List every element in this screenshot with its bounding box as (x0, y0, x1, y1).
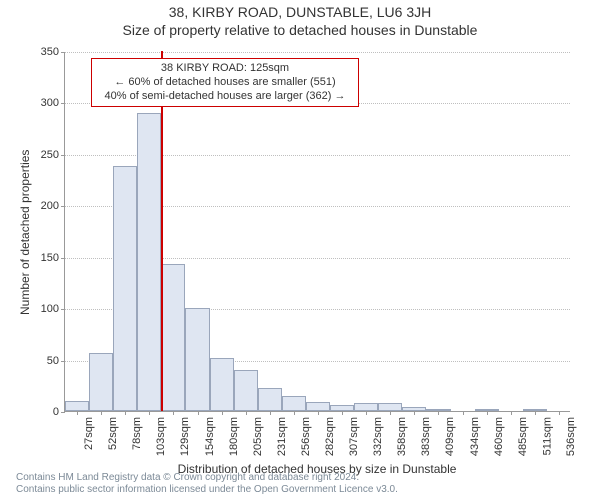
histogram-bar (354, 403, 378, 411)
x-tick-mark (511, 411, 512, 415)
y-axis-label: Number of detached properties (18, 149, 32, 314)
x-tick-mark (463, 411, 464, 415)
x-tick-mark (198, 411, 199, 415)
x-tick-mark (535, 411, 536, 415)
x-tick-label: 256sqm (298, 417, 312, 456)
x-tick-mark (246, 411, 247, 415)
histogram-bar (378, 403, 402, 411)
histogram-bar (282, 396, 306, 411)
x-tick-label: 78sqm (129, 417, 143, 450)
annotation-box: 38 KIRBY ROAD: 125sqm← 60% of detached h… (91, 58, 359, 107)
x-tick-mark (270, 411, 271, 415)
x-tick-label: 383sqm (419, 417, 433, 456)
x-tick-mark (342, 411, 343, 415)
x-tick-mark (487, 411, 488, 415)
x-tick-mark (125, 411, 126, 415)
chart-plot: 05010015020025030035027sqm52sqm78sqm103s… (64, 52, 570, 412)
x-tick-mark (438, 411, 439, 415)
x-tick-label: 205sqm (250, 417, 264, 456)
y-tick-label: 350 (41, 46, 65, 58)
x-tick-label: 231sqm (274, 417, 288, 456)
x-tick-mark (77, 411, 78, 415)
annotation-line: ← 60% of detached houses are smaller (55… (98, 76, 352, 90)
x-tick-label: 332sqm (370, 417, 384, 456)
x-tick-label: 129sqm (178, 417, 192, 456)
y-tick-label: 100 (41, 303, 65, 315)
chart-area: 05010015020025030035027sqm52sqm78sqm103s… (64, 52, 570, 412)
page-title: 38, KIRBY ROAD, DUNSTABLE, LU6 3JH (0, 0, 600, 20)
x-tick-mark (149, 411, 150, 415)
x-tick-label: 358sqm (394, 417, 408, 456)
page-root: 38, KIRBY ROAD, DUNSTABLE, LU6 3JH Size … (0, 0, 600, 500)
x-tick-label: 52sqm (105, 417, 119, 450)
histogram-bar (161, 264, 185, 411)
x-tick-label: 154sqm (202, 417, 216, 456)
x-tick-mark (101, 411, 102, 415)
x-tick-label: 409sqm (443, 417, 457, 456)
histogram-bar (185, 308, 209, 411)
x-tick-label: 460sqm (491, 417, 505, 456)
histogram-bar (89, 353, 113, 411)
x-tick-label: 180sqm (226, 417, 240, 456)
histogram-bar (306, 402, 330, 411)
grid-line (65, 52, 570, 53)
x-tick-label: 536sqm (563, 417, 577, 456)
x-tick-label: 282sqm (322, 417, 336, 456)
x-tick-label: 27sqm (81, 417, 95, 450)
histogram-bar (210, 358, 234, 411)
y-tick-label: 150 (41, 252, 65, 264)
y-tick-label: 300 (41, 97, 65, 109)
annotation-line: 40% of semi-detached houses are larger (… (98, 90, 352, 104)
x-tick-mark (414, 411, 415, 415)
histogram-bar (258, 388, 282, 411)
histogram-bar (65, 401, 89, 411)
y-tick-label: 250 (41, 149, 65, 161)
y-tick-label: 0 (53, 406, 65, 418)
y-tick-label: 200 (41, 200, 65, 212)
y-tick-label: 50 (47, 355, 65, 367)
histogram-bar (234, 370, 258, 411)
x-tick-mark (173, 411, 174, 415)
x-tick-label: 485sqm (515, 417, 529, 456)
x-tick-label: 307sqm (346, 417, 360, 456)
footer-line-1: Contains HM Land Registry data © Crown c… (16, 472, 398, 484)
x-tick-label: 103sqm (153, 417, 167, 456)
x-tick-label: 511sqm (539, 417, 553, 455)
page-subtitle: Size of property relative to detached ho… (0, 20, 600, 38)
x-tick-mark (294, 411, 295, 415)
histogram-bar (113, 166, 137, 411)
x-tick-mark (366, 411, 367, 415)
x-tick-label: 434sqm (467, 417, 481, 456)
x-tick-mark (222, 411, 223, 415)
x-tick-mark (390, 411, 391, 415)
histogram-bar (137, 113, 161, 411)
annotation-line: 38 KIRBY ROAD: 125sqm (98, 62, 352, 76)
x-tick-mark (318, 411, 319, 415)
footer-line-2: Contains public sector information licen… (16, 484, 398, 496)
x-tick-mark (559, 411, 560, 415)
footer: Contains HM Land Registry data © Crown c… (16, 472, 398, 496)
